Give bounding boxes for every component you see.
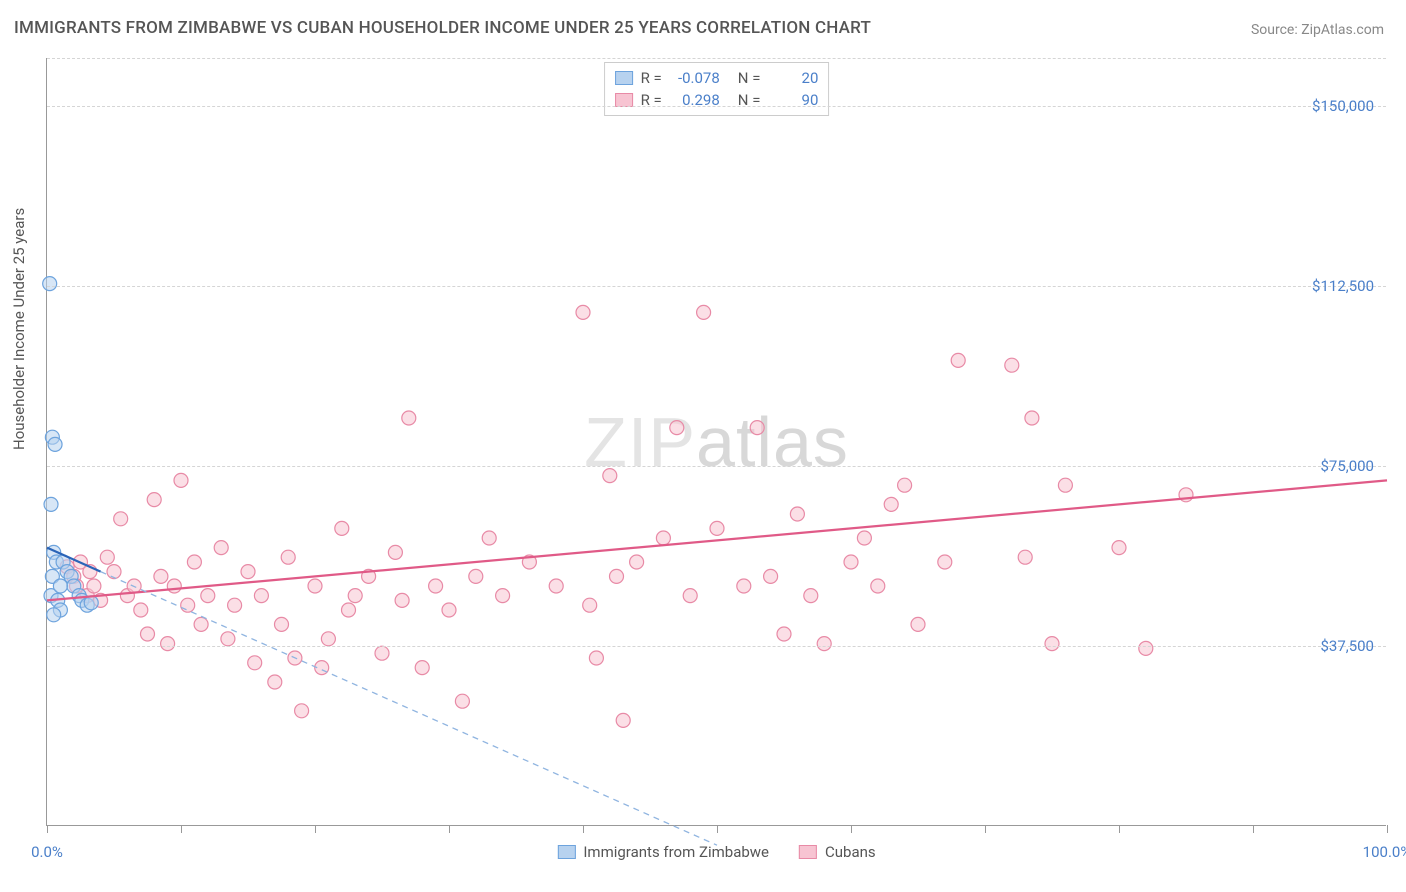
- legend-label: Cubans: [825, 843, 876, 861]
- y-tick-label: $37,500: [1320, 637, 1374, 655]
- legend-row-cubans: R = 0.298 N = 90: [615, 89, 819, 111]
- legend-item-zimbabwe: Immigrants from Zimbabwe: [557, 843, 769, 861]
- correlation-legend: R = -0.078 N = 20 R = 0.298 N = 90: [604, 62, 830, 116]
- x-tick-label: 0.0%: [31, 843, 63, 861]
- y-tick-label: $112,500: [1312, 277, 1374, 295]
- scatter-svg: [47, 58, 1386, 825]
- y-axis-label: Householder Income Under 25 years: [10, 208, 28, 450]
- source-attribution: Source: ZipAtlas.com: [1251, 22, 1384, 38]
- legend-item-cubans: Cubans: [799, 843, 876, 861]
- swatch-icon: [799, 845, 817, 859]
- legend-label: Immigrants from Zimbabwe: [583, 843, 769, 861]
- swatch-icon: [615, 93, 633, 107]
- swatch-icon: [557, 845, 575, 859]
- swatch-icon: [615, 71, 633, 85]
- series-legend: Immigrants from Zimbabwe Cubans: [557, 843, 875, 861]
- n-value: 20: [768, 69, 818, 87]
- legend-row-zimbabwe: R = -0.078 N = 20: [615, 67, 819, 89]
- r-value: -0.078: [670, 69, 720, 87]
- y-tick-label: $150,000: [1312, 97, 1374, 115]
- chart-title: IMMIGRANTS FROM ZIMBABWE VS CUBAN HOUSEH…: [14, 18, 871, 38]
- x-tick-label: 100.0%: [1363, 843, 1406, 861]
- plot-area: ZIPatlas R = -0.078 N = 20 R = 0.298 N =…: [46, 58, 1386, 826]
- y-tick-label: $75,000: [1320, 457, 1374, 475]
